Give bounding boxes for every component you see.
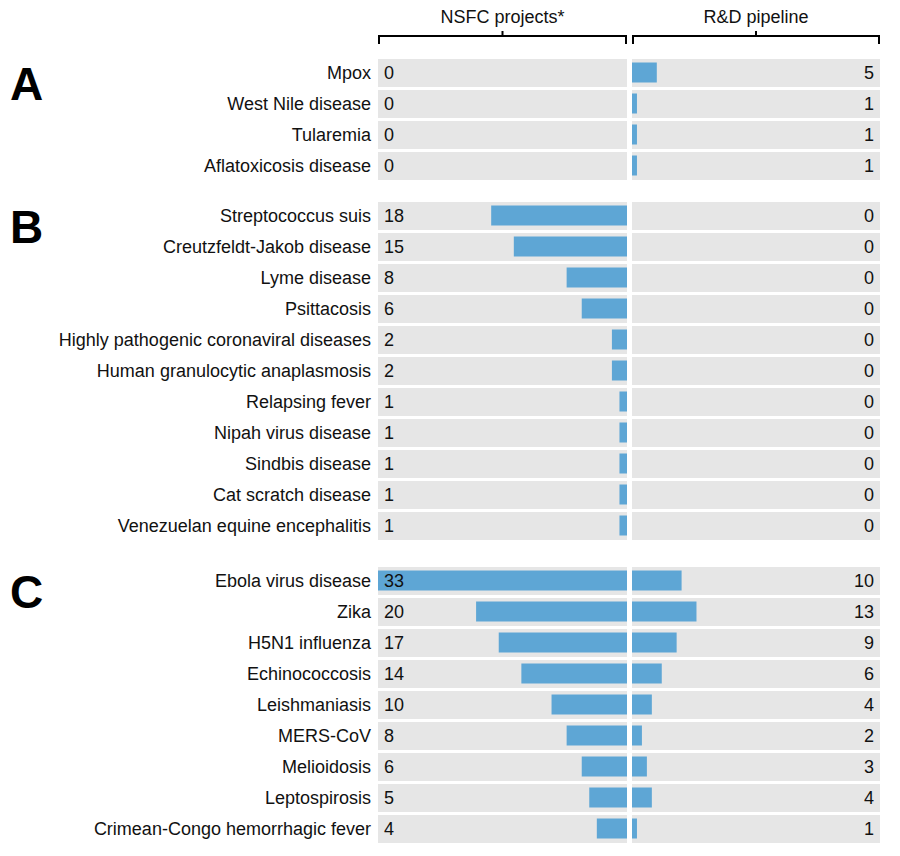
svg-text:1: 1 <box>384 454 394 474</box>
svg-text:Creutzfeldt-Jakob disease: Creutzfeldt-Jakob disease <box>163 237 371 257</box>
svg-text:0: 0 <box>864 237 874 257</box>
svg-text:10: 10 <box>854 571 874 591</box>
svg-text:0: 0 <box>864 392 874 412</box>
svg-text:4: 4 <box>384 819 394 839</box>
svg-text:1: 1 <box>864 156 874 176</box>
svg-text:18: 18 <box>384 206 404 226</box>
svg-text:0: 0 <box>864 268 874 288</box>
svg-text:0: 0 <box>864 330 874 350</box>
svg-text:Venezuelan equine encephalitis: Venezuelan equine encephalitis <box>118 516 371 536</box>
svg-text:1: 1 <box>864 819 874 839</box>
svg-text:0: 0 <box>864 423 874 443</box>
svg-text:5: 5 <box>384 788 394 808</box>
svg-text:5: 5 <box>864 63 874 83</box>
svg-text:4: 4 <box>864 695 874 715</box>
svg-text:0: 0 <box>864 361 874 381</box>
svg-text:Human granulocytic anaplasmosi: Human granulocytic anaplasmosis <box>97 361 371 381</box>
svg-text:B: B <box>10 201 43 253</box>
svg-text:1: 1 <box>384 392 394 412</box>
svg-text:1: 1 <box>384 423 394 443</box>
svg-text:C: C <box>10 566 43 618</box>
svg-text:20: 20 <box>384 602 404 622</box>
svg-text:2: 2 <box>864 726 874 746</box>
svg-text:17: 17 <box>384 633 404 653</box>
svg-text:Aflatoxicosis disease: Aflatoxicosis disease <box>204 156 371 176</box>
svg-text:Nipah virus disease: Nipah virus disease <box>214 423 371 443</box>
svg-text:6: 6 <box>864 664 874 684</box>
svg-text:1: 1 <box>864 94 874 114</box>
svg-text:1: 1 <box>384 485 394 505</box>
svg-text:Psittacosis: Psittacosis <box>285 299 371 319</box>
svg-text:0: 0 <box>384 125 394 145</box>
svg-text:0: 0 <box>864 454 874 474</box>
svg-text:Echinococcosis: Echinococcosis <box>247 664 371 684</box>
svg-text:0: 0 <box>864 206 874 226</box>
svg-text:Relapsing fever: Relapsing fever <box>246 392 371 412</box>
svg-text:Tularemia: Tularemia <box>292 125 372 145</box>
svg-text:6: 6 <box>384 757 394 777</box>
svg-text:Cat scratch disease: Cat scratch disease <box>213 485 371 505</box>
svg-text:13: 13 <box>854 602 874 622</box>
svg-text:1: 1 <box>864 125 874 145</box>
svg-text:0: 0 <box>864 485 874 505</box>
svg-text:Lyme disease: Lyme disease <box>261 268 371 288</box>
svg-text:Leishmaniasis: Leishmaniasis <box>257 695 371 715</box>
svg-text:0: 0 <box>864 516 874 536</box>
svg-text:6: 6 <box>384 299 394 319</box>
svg-text:9: 9 <box>864 633 874 653</box>
svg-text:0: 0 <box>384 63 394 83</box>
svg-text:Crimean-Congo hemorrhagic feve: Crimean-Congo hemorrhagic fever <box>94 819 371 839</box>
svg-text:Streptococcus suis: Streptococcus suis <box>220 206 371 226</box>
svg-text:0: 0 <box>384 94 394 114</box>
svg-text:Melioidosis: Melioidosis <box>282 757 371 777</box>
svg-text:8: 8 <box>384 268 394 288</box>
svg-text:R&D pipeline: R&D pipeline <box>703 7 808 27</box>
svg-text:H5N1 influenza: H5N1 influenza <box>248 633 372 653</box>
svg-text:1: 1 <box>384 516 394 536</box>
svg-text:8: 8 <box>384 726 394 746</box>
svg-text:2: 2 <box>384 330 394 350</box>
svg-text:A: A <box>10 58 43 110</box>
svg-text:Mpox: Mpox <box>327 63 371 83</box>
svg-text:NSFC projects*: NSFC projects* <box>440 7 564 27</box>
svg-text:MERS-CoV: MERS-CoV <box>278 726 371 746</box>
svg-text:4: 4 <box>864 788 874 808</box>
svg-text:10: 10 <box>384 695 404 715</box>
svg-text:Highly pathogenic coronaviral: Highly pathogenic coronaviral diseases <box>59 330 371 350</box>
svg-text:West Nile disease: West Nile disease <box>227 94 371 114</box>
svg-text:0: 0 <box>384 156 394 176</box>
svg-text:14: 14 <box>384 664 404 684</box>
svg-text:15: 15 <box>384 237 404 257</box>
svg-text:2: 2 <box>384 361 394 381</box>
svg-text:0: 0 <box>864 299 874 319</box>
svg-text:Sindbis disease: Sindbis disease <box>245 454 371 474</box>
svg-text:3: 3 <box>864 757 874 777</box>
svg-text:Zika: Zika <box>337 602 372 622</box>
svg-text:33: 33 <box>384 571 404 591</box>
svg-text:Leptospirosis: Leptospirosis <box>265 788 371 808</box>
svg-text:Ebola virus disease: Ebola virus disease <box>215 571 371 591</box>
